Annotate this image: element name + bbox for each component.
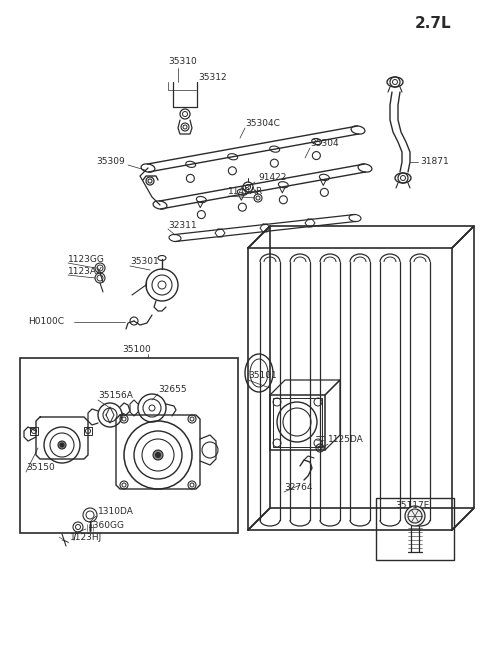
Text: 91422: 91422 [258,174,287,183]
Bar [376,498,454,560]
Circle shape [156,452,160,457]
Text: 32311: 32311 [168,220,197,229]
Text: 35310: 35310 [168,57,197,67]
Text: 2.7L: 2.7L [415,17,452,32]
Text: 1123AX: 1123AX [68,267,103,276]
Bar [273,398,322,447]
Text: 35100: 35100 [122,346,151,355]
Bar [30,427,38,435]
Bar [270,395,325,450]
Text: 1360GG: 1360GG [88,521,125,530]
Circle shape [60,443,64,447]
Text: 35301: 35301 [130,258,159,267]
Text: 35312: 35312 [198,74,227,83]
Text: 35304C: 35304C [245,120,280,129]
Circle shape [153,450,163,460]
Text: 31871: 31871 [420,158,449,167]
Text: 32655: 32655 [158,386,187,395]
Circle shape [58,441,66,449]
Text: 35150: 35150 [26,463,55,472]
Text: 1123HJ: 1123HJ [70,534,102,543]
Text: 1310DA: 1310DA [98,508,134,517]
Text: 35309: 35309 [96,158,125,167]
Bar [84,427,92,435]
Circle shape [405,506,425,526]
Text: 1123GG: 1123GG [68,256,105,264]
Text: 35304: 35304 [310,140,338,149]
Text: 35101: 35101 [248,371,277,380]
Text: 35117E: 35117E [395,501,430,510]
Text: 1125DA: 1125DA [328,435,364,444]
Text: 35156A: 35156A [98,391,133,401]
Bar [20,358,238,533]
Text: H0100C: H0100C [28,317,64,326]
Text: 1140AR: 1140AR [228,187,263,196]
Text: 32764: 32764 [284,483,312,492]
